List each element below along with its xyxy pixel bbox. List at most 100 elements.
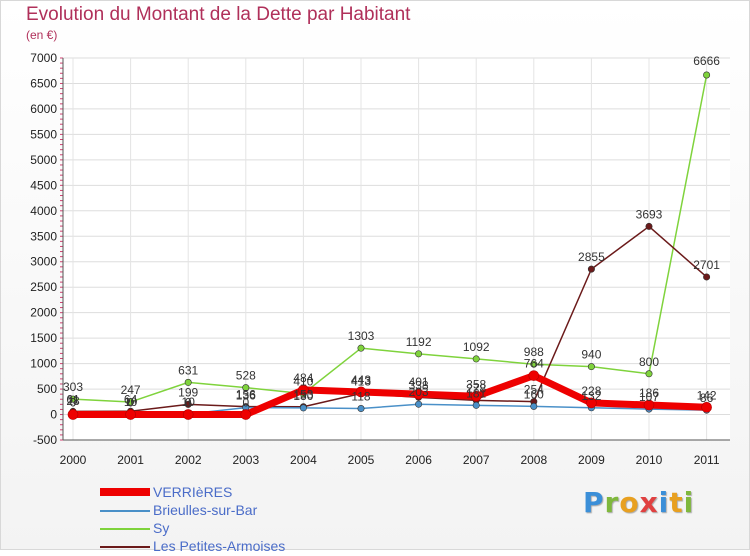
data-label: 10 xyxy=(124,395,138,409)
data-label: 484 xyxy=(293,371,313,385)
data-label: 107 xyxy=(639,390,659,404)
y-tick-label: 4000 xyxy=(30,204,57,218)
x-tick-label: 2003 xyxy=(232,453,259,467)
legend-label: Sy xyxy=(153,520,170,536)
legend-swatch-sy xyxy=(100,528,150,530)
data-label: 0 xyxy=(70,396,77,410)
data-label: 199 xyxy=(178,385,198,399)
x-tick-label: 2001 xyxy=(117,453,144,467)
y-tick-label: 7000 xyxy=(30,51,57,65)
data-label: 2701 xyxy=(693,258,720,272)
data-label: 247 xyxy=(121,383,141,397)
y-tick-label: -500 xyxy=(33,433,57,447)
data-point xyxy=(470,390,482,402)
data-label: 2855 xyxy=(578,250,605,264)
data-point xyxy=(298,384,309,396)
legend-item: Sy xyxy=(100,520,360,538)
data-point xyxy=(703,71,711,79)
proxiti-logo: Proxiti xyxy=(583,486,695,519)
x-tick-label: 2004 xyxy=(290,453,317,467)
data-point xyxy=(182,409,194,420)
data-point xyxy=(528,370,540,381)
data-point xyxy=(357,344,365,352)
data-label: 988 xyxy=(524,345,544,359)
data-point xyxy=(184,378,192,386)
data-label: 0 xyxy=(127,396,134,410)
data-point xyxy=(355,386,367,398)
legend-item: Brieulles-sur-Bar xyxy=(100,502,360,520)
y-tick-label: 3000 xyxy=(30,255,57,269)
data-label: 338 xyxy=(409,378,429,392)
data-label: 1092 xyxy=(463,340,490,354)
data-label: 764 xyxy=(524,357,544,371)
data-label: 136 xyxy=(236,389,256,403)
data-point xyxy=(530,402,538,410)
x-tick-label: 2007 xyxy=(463,453,490,467)
data-label: 132 xyxy=(581,389,601,403)
data-label: 10 xyxy=(182,395,196,409)
data-label: 940 xyxy=(581,348,601,362)
data-point xyxy=(645,370,653,378)
chart-title: Evolution du Montant de la Dette par Hab… xyxy=(26,4,411,25)
data-point xyxy=(415,400,423,408)
data-point xyxy=(472,355,480,363)
data-point xyxy=(703,273,711,281)
y-tick-label: 0 xyxy=(50,408,57,422)
data-label: 528 xyxy=(236,369,256,383)
chart-subtitle: (en €) xyxy=(26,28,58,42)
data-label: 160 xyxy=(524,387,544,401)
x-tick-label: 2000 xyxy=(60,453,87,467)
data-label: 28 xyxy=(66,394,80,408)
x-tick-label: 2008 xyxy=(520,453,547,467)
data-point xyxy=(125,409,136,420)
data-point xyxy=(242,384,250,392)
legend-swatch-brieulles xyxy=(100,510,150,512)
data-label: 118 xyxy=(351,390,370,404)
data-label: 61 xyxy=(66,392,80,406)
y-tick-label: 2000 xyxy=(30,306,57,320)
data-label: 278 xyxy=(466,381,486,395)
data-label: 401 xyxy=(409,375,429,389)
series-line-0 xyxy=(73,372,707,419)
y-tick-label: 2500 xyxy=(30,280,57,294)
data-label: 86 xyxy=(700,391,714,405)
y-tick-label: 6500 xyxy=(30,76,57,90)
data-label: 410 xyxy=(293,375,313,389)
legend-label: VERRIèRES xyxy=(153,484,233,500)
data-label: 254 xyxy=(524,383,544,397)
data-label: 1303 xyxy=(348,329,375,343)
data-label: 228 xyxy=(581,384,601,398)
data-point xyxy=(586,397,597,409)
legend-item: Les Petites-Armoises xyxy=(100,538,360,556)
legend-label: Les Petites-Armoises xyxy=(153,538,286,554)
data-label: 181 xyxy=(466,386,486,400)
x-tick-label: 2005 xyxy=(348,453,375,467)
data-point xyxy=(67,409,79,420)
legend-swatch-verrieres xyxy=(100,488,150,496)
data-label: 64 xyxy=(124,392,138,406)
legend-label: Brieulles-sur-Bar xyxy=(153,502,258,518)
data-point xyxy=(415,350,423,358)
data-label: 413 xyxy=(351,374,371,388)
data-point xyxy=(127,398,135,406)
data-label: 303 xyxy=(63,380,83,394)
y-tick-label: 6000 xyxy=(30,102,57,116)
data-label: 358 xyxy=(466,377,486,391)
x-tick-label: 2010 xyxy=(636,453,663,467)
data-point xyxy=(69,395,77,403)
y-tick-label: 4500 xyxy=(30,178,57,192)
data-label: 800 xyxy=(639,355,659,369)
data-point xyxy=(413,388,424,400)
data-label: 153 xyxy=(293,388,313,402)
legend-item: VERRIèRES xyxy=(100,484,360,502)
data-point xyxy=(357,405,365,413)
data-point xyxy=(587,363,595,371)
data-label: 142 xyxy=(697,388,717,402)
data-point xyxy=(472,401,480,409)
data-label: 203 xyxy=(409,385,429,399)
data-point xyxy=(701,402,712,413)
data-label: 130 xyxy=(293,389,313,403)
y-tick-label: 5500 xyxy=(30,127,57,141)
y-tick-label: 5000 xyxy=(30,153,57,167)
